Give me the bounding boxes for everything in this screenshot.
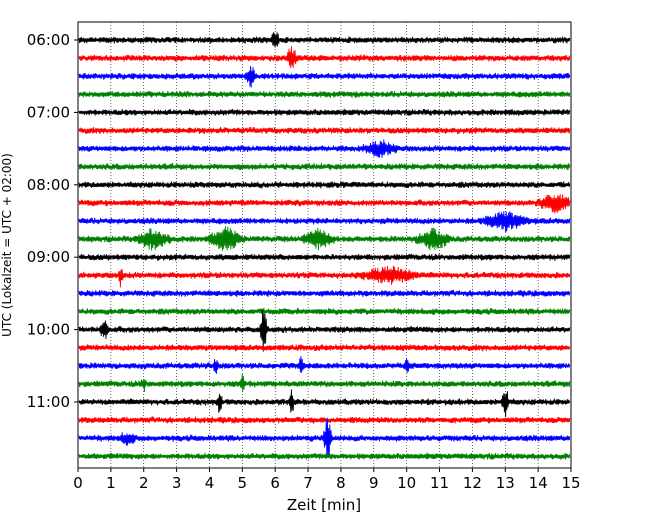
seismogram-trace xyxy=(78,356,571,374)
x-axis-label: Zeit [min] xyxy=(287,496,361,514)
seismogram-trace xyxy=(78,126,571,135)
x-tick-label: 11 xyxy=(430,474,449,492)
y-tick-label: 09:00 xyxy=(27,248,70,266)
seismogram-trace xyxy=(78,32,571,48)
seismogram-trace xyxy=(78,90,571,98)
y-tick-label: 08:00 xyxy=(27,176,70,194)
grid-lines xyxy=(110,22,539,468)
y-tick-label: 07:00 xyxy=(27,103,70,121)
x-tick-label: 2 xyxy=(139,474,149,492)
y-tick-label: 10:00 xyxy=(27,321,70,339)
plot-frame xyxy=(77,21,572,469)
seismogram-trace xyxy=(78,309,571,352)
seismogram-trace xyxy=(78,139,571,158)
seismogram-trace xyxy=(78,344,571,352)
seismogram-trace xyxy=(78,373,571,393)
seismogram-trace xyxy=(78,65,571,88)
seismogram-trace xyxy=(78,452,571,460)
seismogram-trace xyxy=(78,416,571,424)
y-tick-label: 06:00 xyxy=(27,31,70,49)
seismogram-trace xyxy=(78,211,571,232)
x-tick-label: 10 xyxy=(397,474,416,492)
x-tick-label: 7 xyxy=(303,474,313,492)
seismogram-trace xyxy=(78,307,571,316)
x-tick-label: 3 xyxy=(172,474,182,492)
seismogram-trace xyxy=(78,163,571,171)
x-tick-label: 1 xyxy=(106,474,116,492)
x-tick-label: 14 xyxy=(529,474,548,492)
x-tick-label: 5 xyxy=(238,474,248,492)
seismogram-trace xyxy=(78,181,571,189)
y-tick-label: 11:00 xyxy=(27,393,70,411)
seismogram-trace xyxy=(78,265,571,288)
y-axis-ticks: 06:00 07:00 08:00 09:00 10:00 11:00 xyxy=(27,31,78,411)
x-tick-label: 9 xyxy=(369,474,379,492)
x-axis-ticks: 0 1 2 3 4 5 6 7 8 9 10 11 12 13 14 15 xyxy=(73,468,581,492)
x-tick-label: 0 xyxy=(73,474,83,492)
x-tick-label: 13 xyxy=(496,474,515,492)
y-axis-label: UTC (Lokalzeit = UTC + 02:00) xyxy=(0,153,14,337)
seismogram-trace xyxy=(78,108,571,116)
seismogram-trace xyxy=(78,226,571,251)
x-tick-label: 6 xyxy=(270,474,280,492)
seismogram-trace xyxy=(78,417,571,459)
seismogram-trace xyxy=(78,194,571,214)
seismogram-trace xyxy=(78,46,571,69)
x-tick-label: 4 xyxy=(205,474,215,492)
seismogram-trace xyxy=(78,389,571,418)
seismogram-trace xyxy=(78,289,571,297)
seismogram-traces xyxy=(78,32,571,460)
seismogram-trace xyxy=(78,253,571,261)
x-tick-label: 12 xyxy=(463,474,482,492)
x-tick-label: 8 xyxy=(336,474,346,492)
x-tick-label: 15 xyxy=(561,474,580,492)
